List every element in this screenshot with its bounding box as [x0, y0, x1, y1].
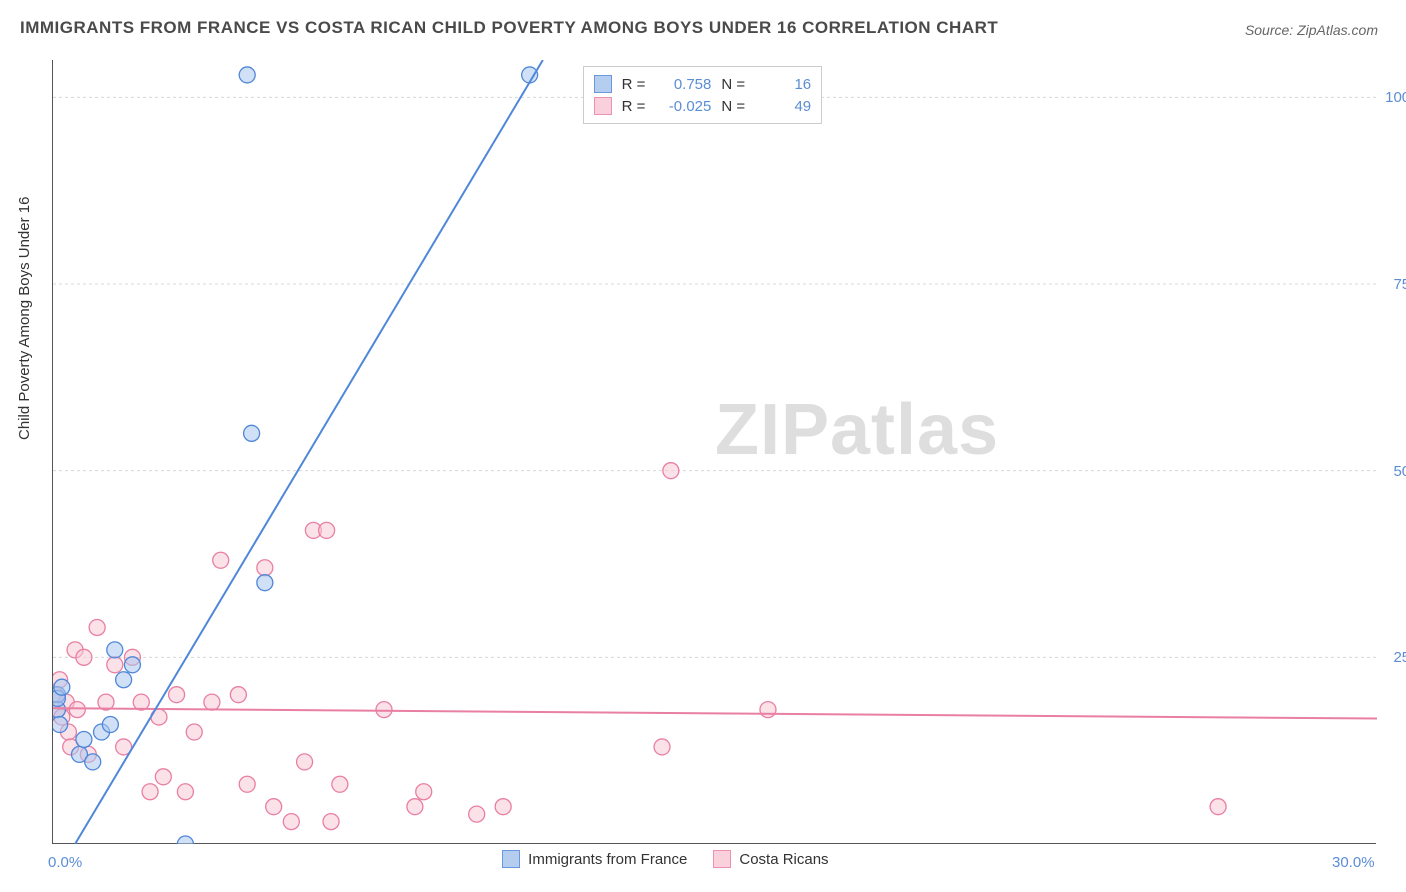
chart-title: IMMIGRANTS FROM FRANCE VS COSTA RICAN CH…	[20, 18, 998, 38]
data-point	[107, 657, 123, 673]
x-tick-label: 0.0%	[48, 854, 82, 871]
data-point	[469, 806, 485, 822]
data-point	[186, 724, 202, 740]
data-point	[155, 769, 171, 785]
legend-swatch-pink	[594, 97, 612, 115]
source-label: Source: ZipAtlas.com	[1245, 22, 1378, 38]
data-point	[169, 687, 185, 703]
n-label: N =	[721, 76, 745, 93]
data-point	[177, 784, 193, 800]
data-point	[297, 754, 313, 770]
legend-label-pink: Costa Ricans	[739, 851, 828, 868]
data-point	[124, 657, 140, 673]
data-point	[116, 672, 132, 688]
data-point	[319, 522, 335, 538]
data-point	[213, 552, 229, 568]
data-point	[760, 702, 776, 718]
legend-swatch-blue	[502, 850, 520, 868]
data-point	[266, 799, 282, 815]
y-tick-label: 25.0%	[1393, 649, 1406, 666]
data-point	[239, 776, 255, 792]
data-point	[204, 694, 220, 710]
legend-swatch-pink	[713, 850, 731, 868]
legend-item-blue: Immigrants from France	[502, 850, 687, 868]
data-point	[76, 731, 92, 747]
data-point	[85, 754, 101, 770]
regression-line-blue	[75, 60, 543, 844]
correlation-legend-row-blue: R = 0.758 N = 16	[594, 73, 812, 95]
data-point	[142, 784, 158, 800]
data-point	[239, 67, 255, 83]
data-point	[257, 575, 273, 591]
data-point	[107, 642, 123, 658]
legend-swatch-blue	[594, 75, 612, 93]
regression-line-pink	[53, 708, 1377, 718]
r-label: R =	[622, 76, 646, 93]
y-tick-label: 50.0%	[1393, 463, 1406, 480]
chart-svg	[53, 60, 1377, 844]
data-point	[230, 687, 246, 703]
data-point	[102, 717, 118, 733]
data-point	[495, 799, 511, 815]
data-point	[76, 649, 92, 665]
data-point	[244, 425, 260, 441]
data-point	[654, 739, 670, 755]
data-point	[177, 836, 193, 844]
n-label: N =	[721, 98, 745, 115]
r-value-blue: 0.758	[655, 76, 711, 93]
data-point	[416, 784, 432, 800]
correlation-legend: R = 0.758 N = 16 R = -0.025 N = 49	[583, 66, 823, 124]
data-point	[376, 702, 392, 718]
legend-item-pink: Costa Ricans	[713, 850, 828, 868]
r-label: R =	[622, 98, 646, 115]
data-point	[332, 776, 348, 792]
x-tick-label: 30.0%	[1332, 854, 1375, 871]
n-value-blue: 16	[755, 76, 811, 93]
n-value-pink: 49	[755, 98, 811, 115]
data-point	[407, 799, 423, 815]
y-tick-label: 75.0%	[1393, 276, 1406, 293]
data-point	[53, 717, 68, 733]
correlation-legend-row-pink: R = -0.025 N = 49	[594, 95, 812, 117]
data-point	[257, 560, 273, 576]
data-point	[89, 619, 105, 635]
legend-label-blue: Immigrants from France	[528, 851, 687, 868]
series-legend: Immigrants from France Costa Ricans	[502, 850, 828, 868]
data-point	[133, 694, 149, 710]
r-value-pink: -0.025	[655, 98, 711, 115]
data-point	[54, 679, 70, 695]
data-point	[1210, 799, 1226, 815]
data-point	[663, 463, 679, 479]
y-axis-label: Child Poverty Among Boys Under 16	[16, 197, 33, 440]
data-point	[323, 814, 339, 830]
y-tick-label: 100.0%	[1385, 89, 1406, 106]
data-point	[69, 702, 85, 718]
chart-plot-area: ZIPatlas R = 0.758 N = 16 R = -0.025 N =…	[52, 60, 1376, 844]
data-point	[283, 814, 299, 830]
